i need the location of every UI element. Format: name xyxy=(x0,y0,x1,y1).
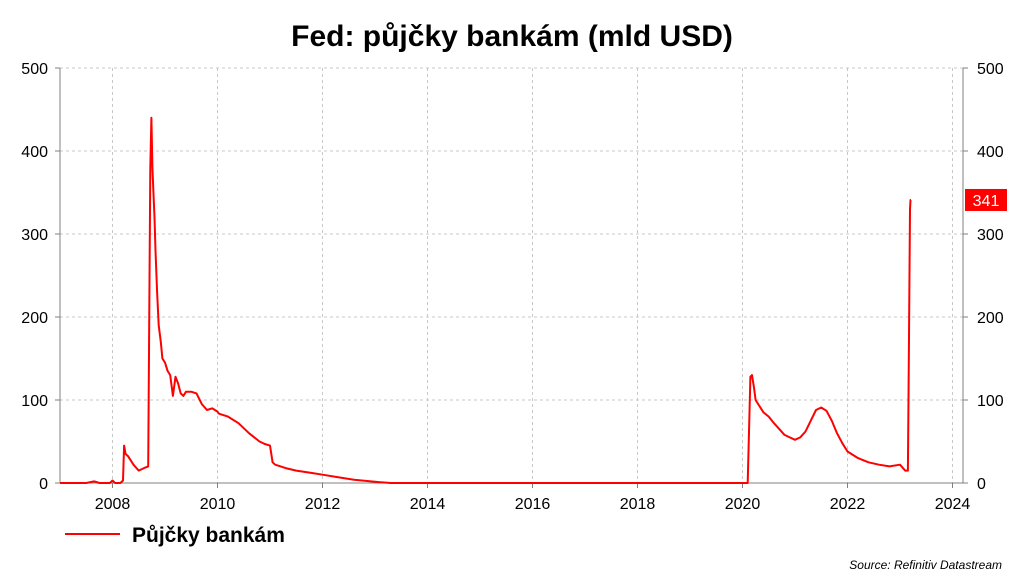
legend: Půjčky bankám xyxy=(65,524,285,547)
x-tick-label: 2010 xyxy=(200,496,236,513)
y-tick-label-right: 500 xyxy=(977,61,1004,78)
y-tick-label-left: 0 xyxy=(39,476,48,493)
source-note: Source: Refinitiv Datastream xyxy=(849,558,1002,572)
x-tick-label: 2012 xyxy=(305,496,341,513)
x-tick-label: 2022 xyxy=(830,496,866,513)
x-tick-label: 2016 xyxy=(515,496,551,513)
series-layer xyxy=(60,116,912,484)
legend-label: Půjčky bankám xyxy=(132,524,285,547)
y-tick-label-left: 400 xyxy=(21,144,48,161)
y-tick-label-right: 200 xyxy=(977,310,1004,327)
y-tick-label-left: 200 xyxy=(21,310,48,327)
y-tick-label-right: 100 xyxy=(977,393,1004,410)
x-tick-label: 2020 xyxy=(725,496,761,513)
x-tick-label: 2008 xyxy=(95,496,131,513)
x-tick-label: 2024 xyxy=(935,496,971,513)
y-tick-label-right: 400 xyxy=(977,144,1004,161)
last-value-badge-group: 341 xyxy=(965,188,1007,211)
y-tick-label-right: 300 xyxy=(977,227,1004,244)
last-value-badge xyxy=(965,188,1007,211)
grid xyxy=(60,67,963,483)
series-line-0 xyxy=(60,116,912,484)
y-tick-label-left: 100 xyxy=(21,393,48,410)
axes: 0 0 100 100 200 200 300 300 400 400 500 500 2008 2010… xyxy=(21,61,1004,513)
chart-title: Fed: půjčky bankám (mld USD) xyxy=(291,20,733,53)
last-value-label: 341 xyxy=(973,193,1000,210)
y-tick-label-right: 0 xyxy=(977,476,986,493)
x-tick-label: 2014 xyxy=(410,496,446,513)
x-tick-label: 2018 xyxy=(620,496,656,513)
y-tick-label-left: 300 xyxy=(21,227,48,244)
y-tick-label-left: 500 xyxy=(21,61,48,78)
